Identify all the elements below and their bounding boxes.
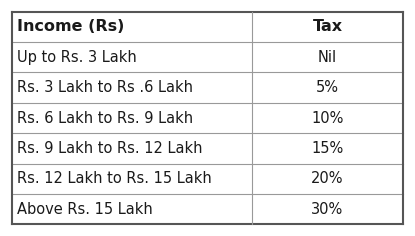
Text: Rs. 3 Lakh to Rs .6 Lakh: Rs. 3 Lakh to Rs .6 Lakh [17,80,193,95]
Bar [252,42,403,72]
Text: Rs. 9 Lakh to Rs. 12 Lakh: Rs. 9 Lakh to Rs. 12 Lakh [17,141,203,156]
Text: 20%: 20% [311,171,344,186]
Bar [12,194,252,224]
Text: Rs. 12 Lakh to Rs. 15 Lakh: Rs. 12 Lakh to Rs. 15 Lakh [17,171,212,186]
Bar [252,133,403,164]
Text: Income (Rs): Income (Rs) [17,20,125,34]
Bar [252,12,403,42]
Bar [12,103,252,133]
Bar [12,72,252,103]
Text: Tax: Tax [312,20,342,34]
Text: Above Rs. 15 Lakh: Above Rs. 15 Lakh [17,202,153,216]
Text: 15%: 15% [311,141,344,156]
Bar [252,164,403,194]
Bar [252,72,403,103]
Text: Nil: Nil [318,50,337,65]
Bar [252,194,403,224]
Bar [12,12,252,42]
Text: 5%: 5% [316,80,339,95]
Text: 10%: 10% [311,110,344,126]
Bar [12,164,252,194]
Bar [12,133,252,164]
Bar [252,103,403,133]
Text: 30%: 30% [311,202,344,216]
Bar [12,42,252,72]
Text: Up to Rs. 3 Lakh: Up to Rs. 3 Lakh [17,50,137,65]
Text: Rs. 6 Lakh to Rs. 9 Lakh: Rs. 6 Lakh to Rs. 9 Lakh [17,110,193,126]
